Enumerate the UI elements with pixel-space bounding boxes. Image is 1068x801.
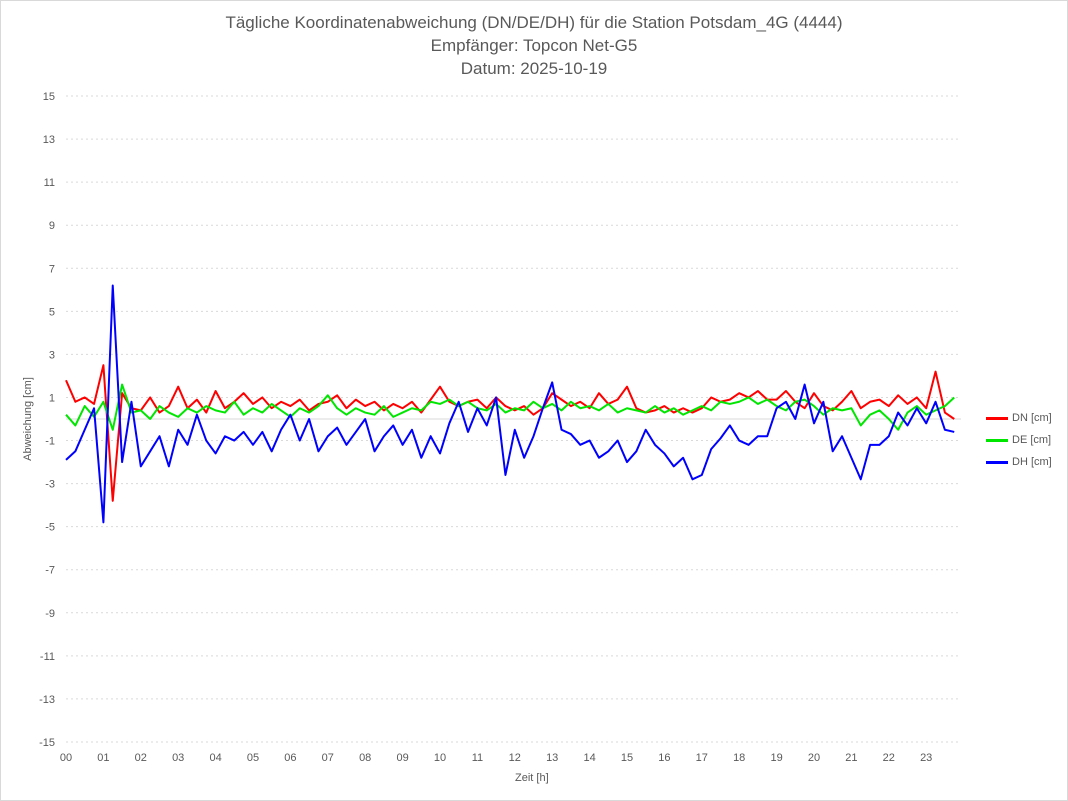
y-tick-label: 3 bbox=[49, 349, 55, 361]
legend-label: DN [cm] bbox=[1012, 412, 1052, 424]
y-tick-label: -11 bbox=[40, 651, 55, 663]
x-tick-label: 15 bbox=[621, 752, 633, 764]
x-axis-label: Zeit [h] bbox=[515, 772, 549, 784]
x-tick-label: 20 bbox=[808, 752, 820, 764]
y-tick-label: -3 bbox=[45, 479, 55, 491]
x-tick-label: 21 bbox=[845, 752, 857, 764]
x-tick-label: 16 bbox=[658, 752, 670, 764]
x-tick-label: 22 bbox=[883, 752, 895, 764]
x-tick-label: 08 bbox=[359, 752, 371, 764]
legend-swatch bbox=[986, 460, 1008, 464]
chart-title: Tägliche Koordinatenabweichung (DN/DE/DH… bbox=[225, 13, 843, 32]
y-tick-label: 7 bbox=[49, 263, 55, 275]
x-tick-label: 17 bbox=[696, 752, 708, 764]
x-tick-label: 04 bbox=[209, 752, 221, 764]
x-tick-label: 06 bbox=[284, 752, 296, 764]
y-tick-label: 9 bbox=[49, 220, 55, 232]
x-tick-label: 02 bbox=[135, 752, 147, 764]
x-tick-label: 01 bbox=[97, 752, 109, 764]
y-tick-label: -1 bbox=[45, 436, 55, 448]
legend-item: DE [cm] bbox=[986, 434, 1051, 446]
legend-item: DH [cm] bbox=[986, 456, 1052, 468]
y-tick-label: -7 bbox=[45, 565, 55, 577]
x-tick-label: 14 bbox=[583, 752, 595, 764]
y-tick-label: -9 bbox=[45, 608, 55, 620]
x-tick-label: 00 bbox=[60, 752, 72, 764]
y-tick-label: -15 bbox=[39, 737, 55, 749]
series-line-de bbox=[65, 383, 955, 431]
legend-item: DN [cm] bbox=[986, 412, 1052, 424]
y-tick-label: 1 bbox=[49, 392, 55, 404]
x-tick-label: 12 bbox=[509, 752, 521, 764]
legend-swatch bbox=[986, 438, 1008, 442]
y-axis-label: Abweichung [cm] bbox=[22, 377, 34, 461]
x-tick-label: 05 bbox=[247, 752, 259, 764]
x-tick-label: 23 bbox=[920, 752, 932, 764]
x-tick-label: 19 bbox=[770, 752, 782, 764]
x-tick-label: 09 bbox=[396, 752, 408, 764]
x-tick-label: 11 bbox=[472, 752, 483, 764]
chart-subtitle: Empfänger: Topcon Net-G5 bbox=[430, 36, 638, 55]
y-tick-label: 13 bbox=[43, 134, 55, 146]
y-tick-label: 5 bbox=[49, 306, 55, 318]
y-tick-label: -13 bbox=[39, 694, 55, 706]
x-tick-label: 03 bbox=[172, 752, 184, 764]
legend-label: DH [cm] bbox=[1012, 456, 1052, 468]
legend-label: DE [cm] bbox=[1012, 434, 1052, 446]
y-tick-label: 15 bbox=[43, 91, 55, 103]
y-tick-label: 11 bbox=[44, 177, 55, 189]
x-tick-label: 07 bbox=[322, 752, 334, 764]
y-tick-label: -5 bbox=[45, 522, 55, 534]
x-tick-label: 13 bbox=[546, 752, 558, 764]
x-tick-label: 18 bbox=[733, 752, 745, 764]
legend-swatch bbox=[986, 416, 1008, 420]
x-tick-label: 10 bbox=[434, 752, 446, 764]
series-line-dh bbox=[65, 284, 955, 524]
chart-date: Datum: 2025-10-19 bbox=[460, 59, 608, 78]
series-line-dn bbox=[65, 364, 955, 502]
